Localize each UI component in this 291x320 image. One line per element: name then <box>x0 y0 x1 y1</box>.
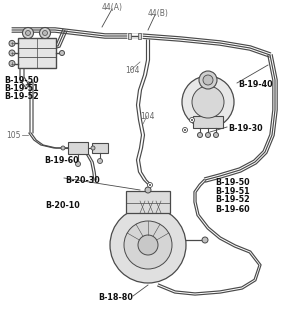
Text: B-19-51: B-19-51 <box>215 187 250 196</box>
Bar <box>193 116 223 128</box>
Circle shape <box>203 75 213 85</box>
Circle shape <box>124 221 172 269</box>
Text: B-19-30: B-19-30 <box>228 124 262 132</box>
Circle shape <box>148 182 152 188</box>
Circle shape <box>110 207 186 283</box>
Text: 104: 104 <box>125 66 139 75</box>
Circle shape <box>182 76 234 128</box>
Bar <box>92 143 108 153</box>
Text: B-19-50: B-19-50 <box>4 76 39 84</box>
Circle shape <box>189 117 194 123</box>
Circle shape <box>202 237 208 243</box>
Text: B-18-80: B-18-80 <box>99 293 134 302</box>
Text: B-19-51: B-19-51 <box>4 84 39 92</box>
Text: B-19-50: B-19-50 <box>215 178 250 187</box>
Circle shape <box>214 132 219 138</box>
Bar <box>126 191 170 213</box>
Bar <box>18 38 56 68</box>
Bar <box>68 142 88 154</box>
Circle shape <box>59 51 65 55</box>
Circle shape <box>192 86 224 118</box>
Circle shape <box>42 30 47 36</box>
Text: B-19-52: B-19-52 <box>215 196 250 204</box>
Circle shape <box>97 158 102 164</box>
Text: 44(A): 44(A) <box>102 3 123 12</box>
Text: 105: 105 <box>6 131 20 140</box>
Bar <box>129 33 132 39</box>
Circle shape <box>199 71 217 89</box>
Circle shape <box>75 162 81 166</box>
Circle shape <box>9 60 15 67</box>
Circle shape <box>182 127 187 132</box>
Circle shape <box>22 28 33 38</box>
Circle shape <box>91 146 95 150</box>
Text: B-19-52: B-19-52 <box>4 92 39 100</box>
Text: B-20-30: B-20-30 <box>65 175 100 185</box>
Circle shape <box>61 146 65 150</box>
Circle shape <box>205 132 210 138</box>
Circle shape <box>149 184 151 186</box>
Circle shape <box>138 235 158 255</box>
Text: B-19-60: B-19-60 <box>44 156 79 164</box>
Circle shape <box>9 40 15 46</box>
Circle shape <box>198 132 203 138</box>
Circle shape <box>40 28 51 38</box>
Text: B-19-40: B-19-40 <box>238 79 273 89</box>
Bar <box>139 33 141 39</box>
Circle shape <box>145 187 151 193</box>
Text: 44(B): 44(B) <box>148 9 168 18</box>
Text: B-19-60: B-19-60 <box>215 204 250 213</box>
Circle shape <box>184 129 186 131</box>
Circle shape <box>191 119 193 121</box>
Circle shape <box>9 50 15 56</box>
Text: 104: 104 <box>140 111 155 121</box>
Circle shape <box>26 30 31 36</box>
Text: B-20-10: B-20-10 <box>45 201 80 210</box>
